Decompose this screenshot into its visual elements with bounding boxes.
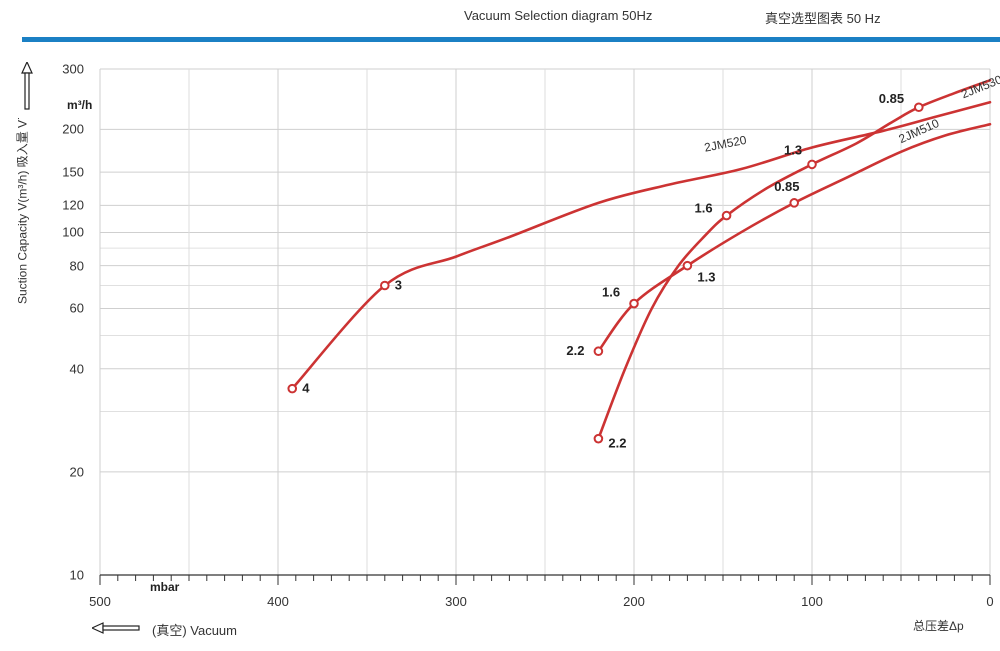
x-tick-label: 300 [445,594,467,609]
y-tick-label: 300 [62,61,84,77]
y-tick-label: 200 [62,121,84,137]
x-tick-label: 500 [89,594,111,609]
data-point-label: 2.2 [608,436,626,451]
y-tick-label: 150 [62,164,84,180]
y-tick-label: 60 [69,300,84,316]
left-arrow-icon [92,622,140,634]
header-rule [22,37,1000,42]
series-line [597,79,992,440]
y-tick-label: 40 [69,361,84,377]
data-point-marker [682,260,693,271]
data-point-marker [629,298,639,309]
up-arrow-icon [21,62,33,110]
data-point-label: 1.6 [602,285,620,300]
data-point-marker [380,280,390,291]
data-point-label: 2.2 [566,343,584,358]
chart-title-cn: 真空选型图表 50 Hz [765,11,881,26]
data-point-marker [593,433,604,444]
series-name-label: 2JM530 [959,72,1000,101]
data-point-label: 3 [395,278,402,293]
data-point-marker [721,210,732,221]
x-axis-title-pressure-diff: 总压差Δp [913,619,964,633]
x-axis [99,574,991,585]
series-name-label: 2JM520 [703,133,748,155]
y-tick-label: 100 [62,224,84,240]
series-2jm520: 4 3 2JM520 [287,100,992,396]
chart-title: Vacuum Selection diagram 50Hz [464,8,653,23]
grid [99,68,991,576]
data-point-marker [789,198,800,208]
x-axis-title-vacuum: (真空) Vacuum [152,623,237,638]
y-tick-label: 80 [69,258,84,274]
y-tick-label: 10 [69,567,84,583]
data-point-label: 1.3 [697,270,715,285]
x-tick-label: 200 [623,594,645,609]
y-tick-label: 20 [69,464,84,480]
data-point-label: 0.85 [774,179,799,194]
y-unit-label: m³/h [67,98,93,112]
data-point-label: 1.6 [695,201,713,216]
y-tick-label: 120 [62,197,84,213]
data-point-marker [914,102,924,113]
data-point-label: 4 [302,381,310,396]
x-tick-label: 400 [267,594,289,609]
data-point-marker [807,159,817,170]
x-unit-label: mbar [150,580,180,594]
data-point-marker [593,346,604,357]
data-point-label: 1.3 [784,142,802,157]
series-line [597,122,992,353]
series-2jm530: 2.2 1.6 1.3 0.85 2JM530 [593,72,1000,451]
x-tick-label: 0 [986,594,994,609]
data-point-marker [287,383,298,394]
series-line [290,100,992,390]
data-point-label: 0.85 [879,91,904,106]
x-tick-label: 100 [801,594,823,609]
